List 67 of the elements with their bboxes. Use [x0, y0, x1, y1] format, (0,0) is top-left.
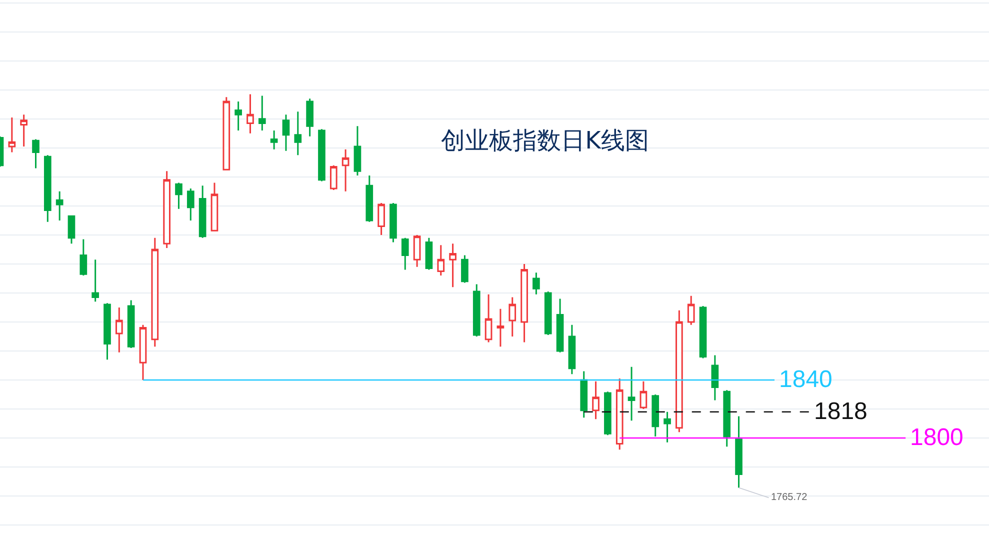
candlestick [151, 237, 159, 348]
candlestick [354, 125, 362, 176]
candlestick [222, 96, 230, 170]
candlestick [234, 100, 242, 132]
candlestick [56, 190, 64, 222]
candlestick [378, 202, 385, 236]
candlestick [20, 114, 28, 148]
candlestick [401, 237, 409, 270]
candlestick [306, 98, 314, 138]
candlestick [282, 114, 290, 152]
candlestick [437, 244, 445, 276]
candlestick [556, 298, 564, 354]
candlestick [186, 188, 194, 222]
candlestick [604, 390, 612, 436]
candlestick [366, 174, 374, 223]
candlestick [104, 302, 111, 360]
candlestick [163, 170, 170, 249]
candlestick [592, 380, 600, 420]
candlestick [330, 164, 338, 191]
candlestick [664, 411, 671, 444]
candlestick [413, 234, 421, 268]
candlestick [342, 148, 350, 192]
candlestick [44, 154, 52, 223]
candlestick [32, 138, 40, 169]
candlestick [472, 284, 480, 338]
candlestick [115, 306, 123, 354]
candlestick [175, 182, 182, 210]
candlestick [580, 370, 588, 418]
candlestick [139, 324, 147, 381]
text: 创业板指数日K线图 [441, 126, 649, 155]
candlestick [544, 290, 552, 336]
candlestick [68, 215, 76, 244]
candlestick [676, 310, 683, 433]
candlestick [258, 94, 266, 132]
ref-line-label: 1840 [779, 366, 832, 393]
candlestick [198, 184, 206, 239]
candlestick [80, 238, 88, 276]
candlestick [294, 110, 302, 156]
candlestick [390, 202, 397, 243]
ref-line-label: 1800 [910, 424, 964, 451]
candlestick [628, 366, 636, 422]
candlestick [616, 378, 624, 450]
candlestick [652, 394, 660, 438]
candlestick [723, 389, 731, 448]
candlestick [127, 299, 135, 349]
candlestick [484, 294, 492, 344]
candlestick [318, 128, 326, 182]
candlestick [461, 254, 468, 284]
candlestick [8, 116, 16, 154]
candlestick [687, 295, 695, 326]
candlestick [711, 354, 719, 402]
candlestick [520, 263, 528, 344]
candlestick [270, 130, 278, 150]
text: 1765.72 [771, 492, 808, 503]
candlestick [246, 94, 254, 134]
candlestick [210, 182, 218, 232]
candlestick [508, 296, 516, 338]
candlestick [699, 305, 707, 359]
candlestick [425, 237, 433, 270]
candlestick [640, 380, 648, 410]
candlestick [568, 324, 576, 375]
candlestick [735, 415, 742, 488]
ref-line-label: 1818 [814, 398, 868, 425]
candlestick [92, 258, 99, 302]
candlestick [532, 272, 540, 296]
candlestick [449, 242, 456, 288]
candlestick [496, 308, 504, 348]
